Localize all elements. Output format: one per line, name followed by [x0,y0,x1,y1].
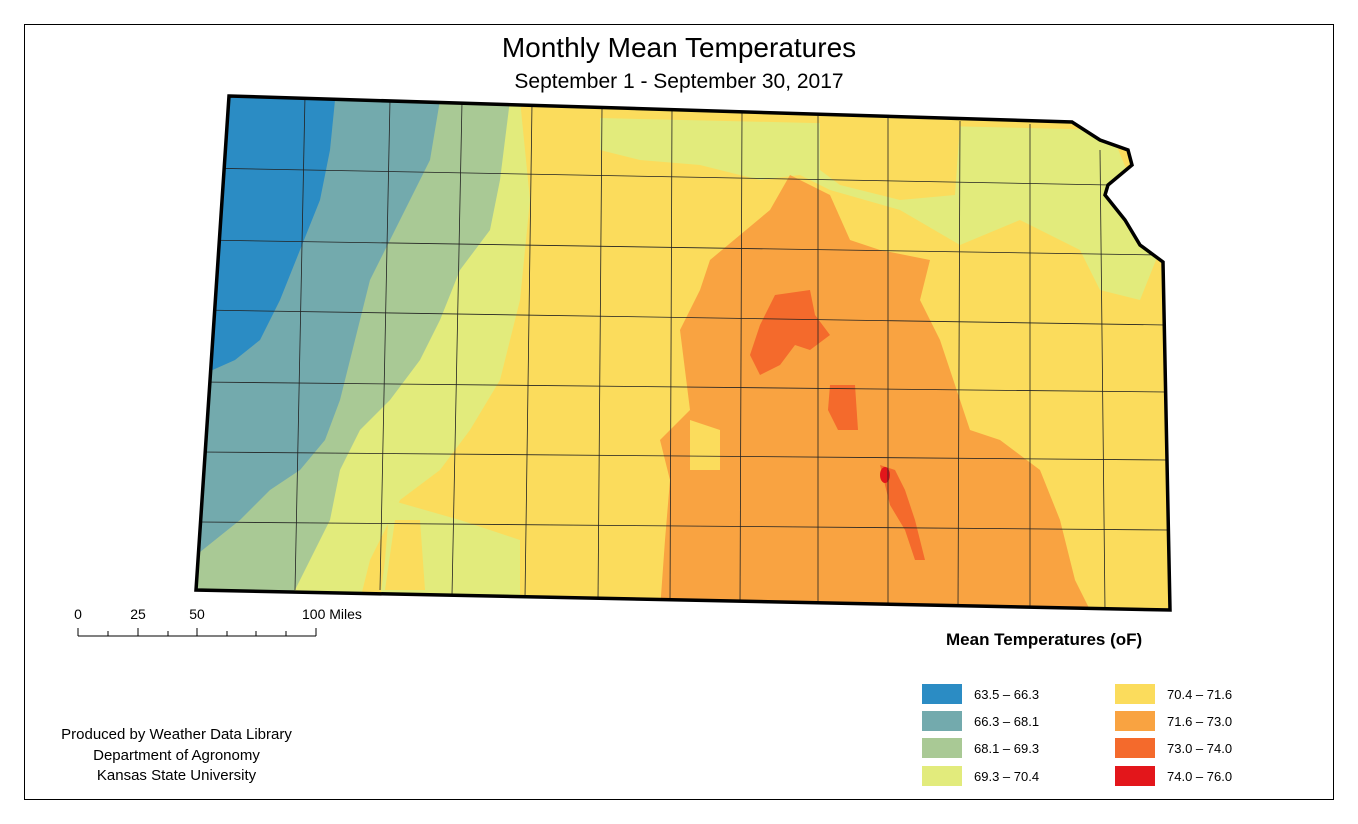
legend-title: Mean Temperatures (oF) [946,630,1143,649]
legend-label: 66.3 – 68.1 [974,713,1040,729]
zone-73-0-74-0-south [880,465,925,560]
legend-item-8: 74.0 – 76.0 [1115,766,1232,786]
credits-line-3: Kansas State University [96,767,257,784]
zone-71-6-73-0 [660,175,1090,610]
legend-label: 74.0 – 76.0 [1167,768,1233,784]
zone-70-4-71-6-island [690,420,720,470]
kansas-state-outline [194,94,1172,612]
legend-swatch [1115,766,1155,786]
legend-label: 70.4 – 71.6 [1167,686,1233,702]
legend-swatch [922,766,962,786]
scale-tick-0: 0 [74,606,82,622]
zone-73-0-74-0-east [828,385,858,430]
credits: Produced by Weather Data Library Departm… [24,725,329,787]
legend-item-7: 73.0 – 74.0 [1115,738,1232,758]
county-boundaries [199,96,1169,610]
scale-bar [77,628,317,637]
legend-item-5: 70.4 – 71.6 [1115,684,1232,704]
legend-label: 71.6 – 73.0 [1167,713,1233,729]
zone-70-4-71-6-southwest [385,520,425,590]
legend-item-1: 63.5 – 66.3 [922,684,1039,704]
legend-item-3: 68.1 – 69.3 [922,738,1039,758]
legend-swatch [1115,684,1155,704]
scale-tick-50: 50 [189,606,205,622]
zone-73-0-74-0-central [750,290,830,375]
legend-swatch [922,684,962,704]
legend-swatch [922,711,962,731]
legend-label: 63.5 – 66.3 [974,686,1040,702]
zone-69-3-70-4-northeast [600,118,1160,300]
legend-swatch [1115,711,1155,731]
zone-74-0-76-0 [880,467,890,483]
legend-label: 68.1 – 69.3 [974,740,1040,756]
legend-label: 69.3 – 70.4 [974,768,1040,784]
scale-tick-25: 25 [130,606,146,622]
map-frame [24,24,1334,800]
legend-item-2: 66.3 – 68.1 [922,711,1039,731]
legend-item-4: 69.3 – 70.4 [922,766,1039,786]
map-title: Monthly Mean Temperatures [501,32,857,63]
scale-units: 100 Miles [302,606,362,622]
temperature-zones [196,96,1170,610]
map-subtitle: September 1 - September 30, 2017 [514,70,844,93]
credits-line-2: Department of Agronomy [93,746,260,764]
legend-label: 73.0 – 74.0 [1167,740,1233,756]
credits-line-1: Produced by Weather Data Library [61,726,292,743]
legend-swatch [1115,738,1155,758]
legend-item-6: 71.6 – 73.0 [1115,711,1232,731]
legend-swatch [922,738,962,758]
